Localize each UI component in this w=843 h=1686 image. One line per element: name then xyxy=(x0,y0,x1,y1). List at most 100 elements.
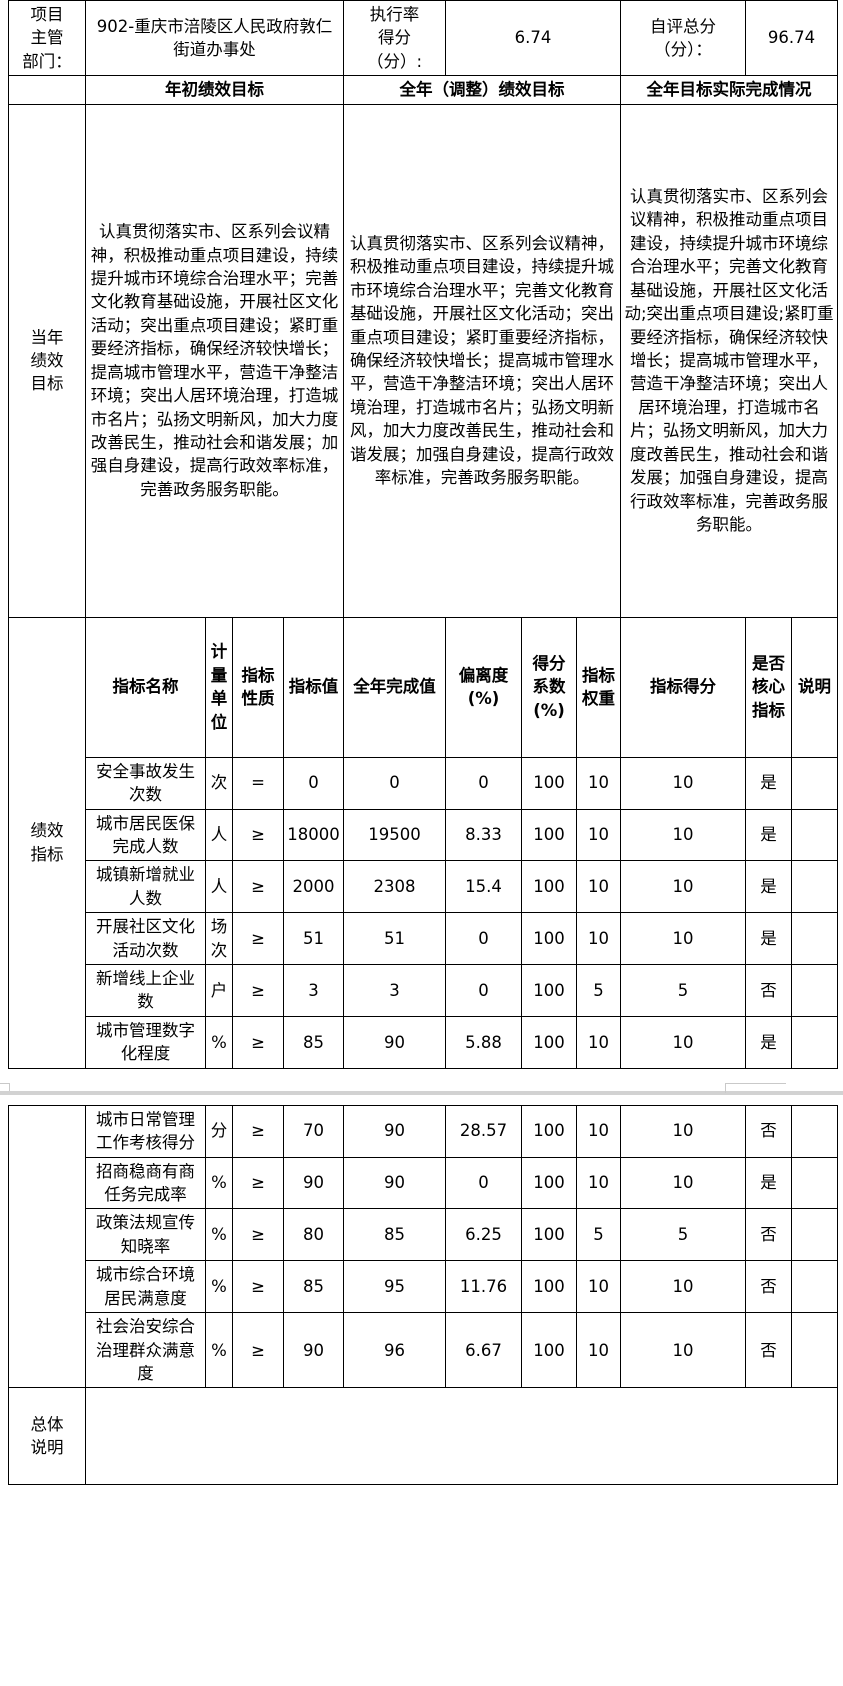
early-year-goal-text: 认真贯彻落实市、区系列会议精神，积极推动重点项目建设，持续提升城市环境综合治理水… xyxy=(84,103,345,618)
indicator-section-label-cell: 绩效 指标 xyxy=(8,616,86,1069)
indicator-coef: 100 xyxy=(521,1312,577,1389)
overall-label-line-2: 说明 xyxy=(30,1438,64,1458)
indicator-remark xyxy=(791,860,839,914)
exec-rate-label-cell: 执行率 得分 （分）: xyxy=(343,0,447,77)
indicator-core: 否 xyxy=(745,1260,792,1314)
indicator-actual: 90 xyxy=(343,1156,446,1210)
indicator-actual: 3 xyxy=(343,964,447,1017)
indicator-core: 是 xyxy=(745,1156,792,1210)
indicator-target: 80 xyxy=(283,1208,344,1262)
table-row: 城市管理数字化程度 % ≥ 85 90 5.88 100 10 10 是 xyxy=(9,1015,839,1069)
header-row-goal-titles: 年初绩效目标 全年（调整）绩效目标 全年目标实际完成情况 xyxy=(8,75,839,105)
indicator-actual: 2308 xyxy=(343,860,447,914)
dept-label-line-2: 主管 xyxy=(30,28,64,48)
indicator-actual: 0 xyxy=(343,756,447,810)
self-score-label-cell: 自评总分 （分）： xyxy=(620,0,747,77)
table-row: 城市综合环境居民满意度 % ≥ 85 95 11.76 100 10 10 否 xyxy=(9,1260,838,1314)
indicator-section-label-cell-page2 xyxy=(8,1104,86,1389)
indicator-coef: 100 xyxy=(521,1260,577,1314)
indicator-target: 90 xyxy=(283,1312,344,1389)
indicator-weight: 10 xyxy=(576,808,622,862)
indicator-unit: % xyxy=(205,1015,233,1069)
indicator-name: 社会治安综合治理群众满意度 xyxy=(85,1312,206,1389)
indicator-name: 新增线上企业数 xyxy=(85,964,206,1017)
overall-remark-text xyxy=(85,1387,838,1486)
table-row: 开展社区文化活动次数 场次 ≥ 51 51 0 100 10 10 是 xyxy=(9,912,839,966)
indicator-unit: % xyxy=(205,1312,233,1389)
indicator-unit: 户 xyxy=(205,964,233,1017)
col-header-actual-value: 全年完成值 xyxy=(343,616,447,758)
col-header-unit: 计量单位 xyxy=(205,616,233,758)
indicator-target: 85 xyxy=(282,1015,345,1069)
col-header-weight: 指标权重 xyxy=(576,616,622,758)
self-score-label-line-2: （分）： xyxy=(654,40,712,60)
indicator-target: 90 xyxy=(283,1156,344,1210)
goal-header-full-year: 全年（调整）绩效目标 xyxy=(343,75,622,105)
indicator-core: 是 xyxy=(745,912,793,966)
indicator-section-label-line-1: 绩效 xyxy=(30,821,64,841)
indicator-name: 城市日常管理工作考核得分 xyxy=(85,1104,206,1158)
indicator-remark xyxy=(791,1208,838,1262)
indicator-weight: 10 xyxy=(576,1260,621,1314)
col-header-target-value: 指标值 xyxy=(282,616,345,758)
indicator-core: 是 xyxy=(745,808,793,862)
col-header-name: 指标名称 xyxy=(85,616,206,758)
col-header-score: 指标得分 xyxy=(620,616,747,758)
table-row: 城镇新增就业人数 人 ≥ 2000 2308 15.4 100 10 10 是 xyxy=(9,860,839,914)
indicator-score: 10 xyxy=(620,912,747,966)
indicator-coef: 100 xyxy=(521,1104,577,1158)
exec-rate-value-cell: 6.74 xyxy=(445,0,622,77)
indicator-core: 否 xyxy=(745,1208,792,1262)
actual-completion-text: 认真贯彻落实市、区系列会议精神，积极推动重点项目建设，持续提升城市环境综合治理水… xyxy=(620,103,839,618)
indicator-score: 10 xyxy=(620,808,747,862)
col-header-is-core: 是否核心指标 xyxy=(745,616,793,758)
indicator-remark xyxy=(791,756,839,810)
indicator-unit: 人 xyxy=(205,860,233,914)
exec-rate-label-line-3: （分）: xyxy=(366,51,423,71)
table-row: 城市居民医保完成人数 人 ≥ 18000 19500 8.33 100 10 1… xyxy=(9,808,839,862)
indicator-coef: 100 xyxy=(521,808,578,862)
indicator-nature: ≥ xyxy=(232,1312,284,1389)
indicator-nature: ≥ xyxy=(232,1156,284,1210)
indicator-target: 18000 xyxy=(282,808,345,862)
indicator-score: 10 xyxy=(620,1312,746,1389)
indicator-remark xyxy=(791,1312,838,1389)
indicator-unit: % xyxy=(205,1208,233,1262)
goal-header-early-year: 年初绩效目标 xyxy=(84,75,345,105)
indicator-deviation: 0 xyxy=(445,912,523,966)
indicator-coef: 100 xyxy=(521,912,578,966)
indicator-core: 否 xyxy=(745,1312,792,1389)
indicator-nature: ≥ xyxy=(232,912,284,966)
indicator-remark xyxy=(791,1015,839,1069)
header-row-department: 项目 主管 部门： 902-重庆市涪陵区人民政府敦仁街道办事处 执行率 得分 （… xyxy=(8,0,839,77)
current-year-goal-row: 当年 绩效 目标 认真贯彻落实市、区系列会议精神，积极推动重点项目建设，持续提升… xyxy=(8,103,839,618)
indicator-deviation: 5.88 xyxy=(445,1015,523,1069)
indicator-unit: % xyxy=(205,1156,233,1210)
indicator-score: 10 xyxy=(620,1015,747,1069)
indicator-unit: 分 xyxy=(205,1104,233,1158)
indicator-core: 是 xyxy=(745,860,793,914)
indicator-deviation: 0 xyxy=(445,1156,522,1210)
page-break-line xyxy=(0,1090,843,1095)
indicator-core: 否 xyxy=(745,964,793,1017)
col-header-nature: 指标性质 xyxy=(232,616,284,758)
indicator-actual: 95 xyxy=(343,1260,446,1314)
indicator-deviation: 6.67 xyxy=(445,1312,522,1389)
performance-table-page2: 城市日常管理工作考核得分 分 ≥ 70 90 28.57 100 10 10 否… xyxy=(8,1104,838,1486)
indicator-score: 5 xyxy=(620,1208,746,1262)
indicator-name: 城镇新增就业人数 xyxy=(85,860,206,914)
indicator-score: 10 xyxy=(620,1156,746,1210)
indicator-remark xyxy=(791,912,839,966)
indicator-deviation: 8.33 xyxy=(445,808,523,862)
indicator-core: 否 xyxy=(745,1104,792,1158)
current-year-label-line-2: 绩效 xyxy=(30,350,64,370)
current-year-label-line-3: 目标 xyxy=(30,374,64,394)
goal-empty-cell xyxy=(8,75,86,105)
dept-label-line-3: 部门： xyxy=(22,51,72,71)
table-row: 新增线上企业数 户 ≥ 3 3 0 100 5 5 否 xyxy=(9,964,839,1017)
indicator-name: 城市综合环境居民满意度 xyxy=(85,1260,206,1314)
indicator-nature: ≥ xyxy=(232,964,284,1017)
indicator-remark xyxy=(791,1104,838,1158)
overall-remark-row: 总体 说明 xyxy=(8,1387,838,1486)
indicator-target: 70 xyxy=(283,1104,344,1158)
